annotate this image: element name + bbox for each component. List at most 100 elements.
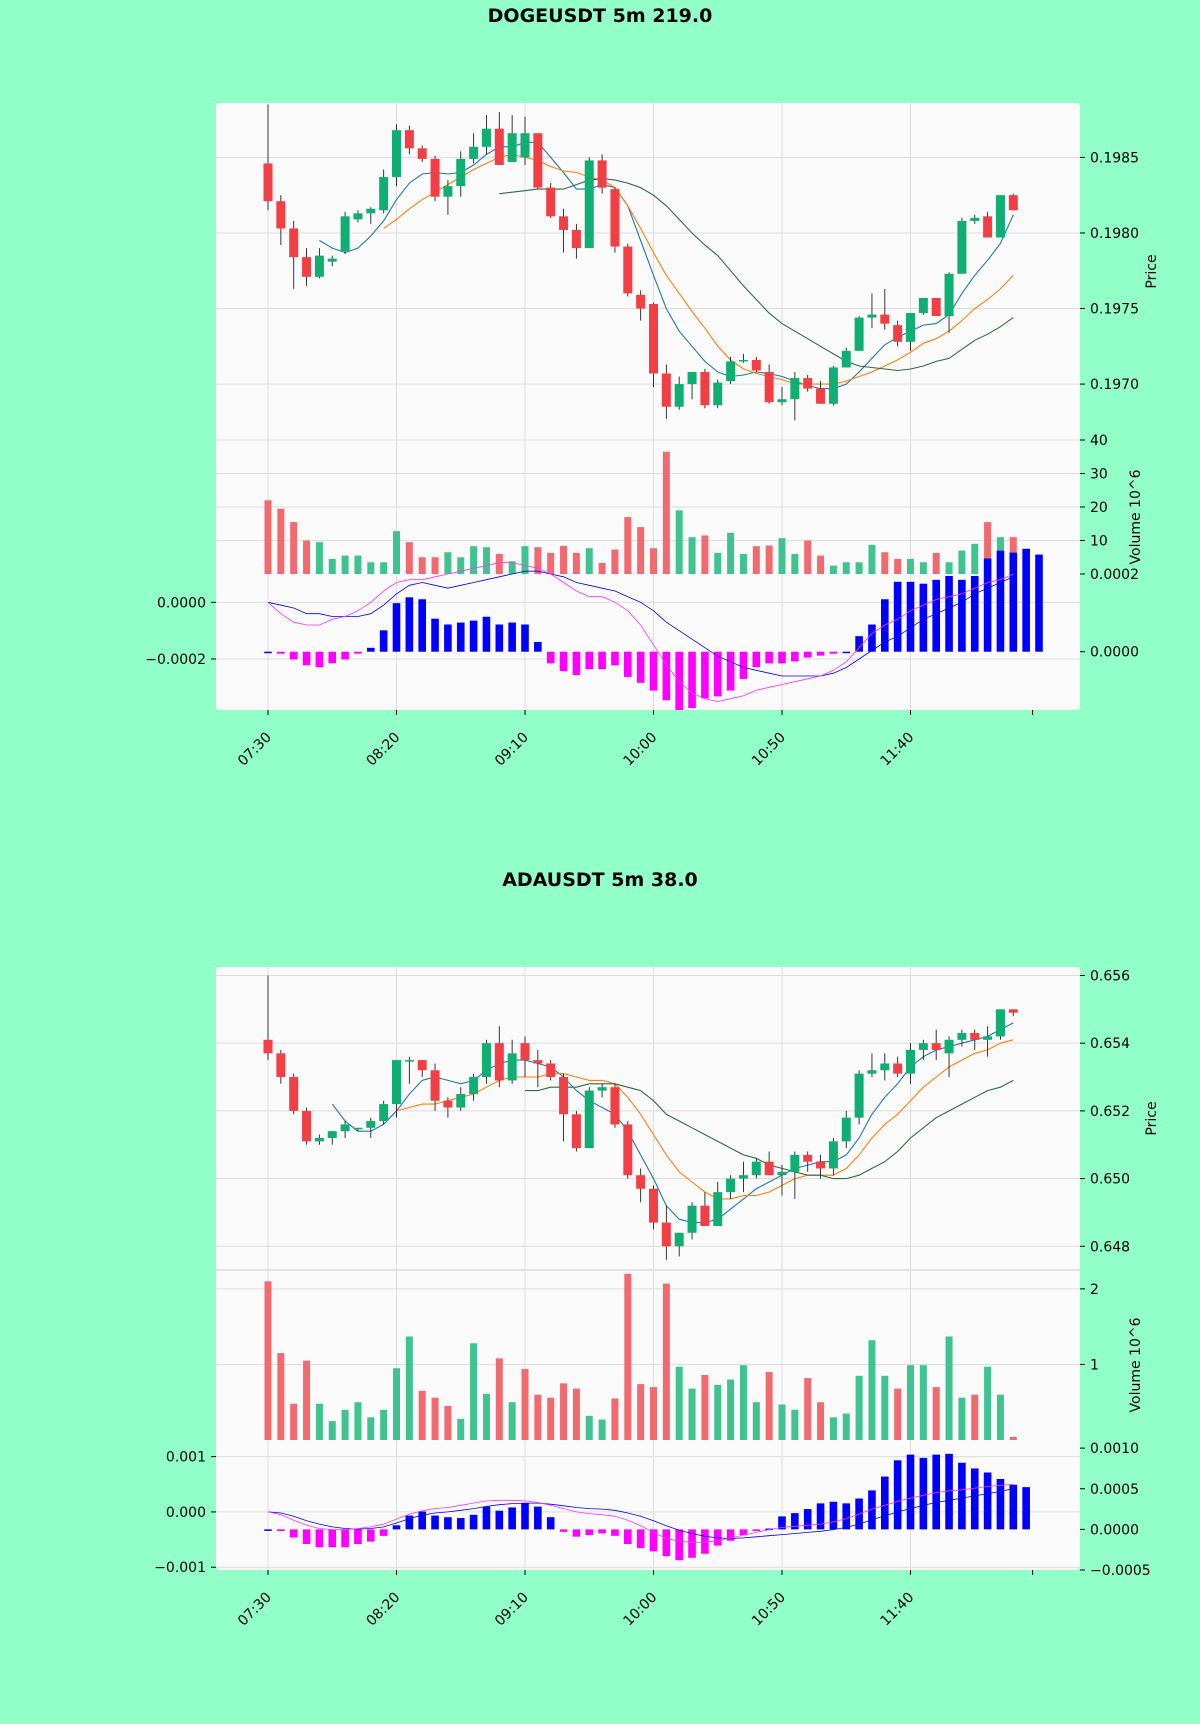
- macd-hist-bar: [855, 636, 863, 652]
- candle-body: [674, 1232, 684, 1247]
- volume-bar: [341, 555, 349, 574]
- candle-body: [726, 361, 736, 382]
- volume-bar: [495, 553, 503, 574]
- candle-body: [713, 1192, 723, 1226]
- price-axis-label: Price: [1144, 1101, 1160, 1135]
- volume-bar: [547, 552, 555, 574]
- candle-body: [263, 1039, 273, 1054]
- candle-body: [893, 325, 903, 342]
- macd-hist-bar: [495, 1510, 504, 1530]
- candle-body: [649, 303, 658, 374]
- candle-body: [1008, 1009, 1018, 1013]
- volume-bar: [714, 1384, 722, 1440]
- volume-bar: [328, 1421, 336, 1440]
- macd-hist-bar: [932, 579, 940, 652]
- volume-bar: [418, 557, 426, 574]
- candle-body: [687, 1205, 697, 1233]
- candle-body: [687, 371, 697, 385]
- macd-hist-bar: [636, 651, 645, 683]
- candle-body: [469, 1077, 479, 1094]
- ma-short-line: [331, 1022, 1014, 1224]
- volume-bar: [984, 1366, 992, 1440]
- volume-bar: [624, 517, 632, 574]
- volume-bar: [277, 508, 285, 574]
- candle-body: [289, 1077, 299, 1111]
- volume-bar: [932, 1387, 940, 1440]
- candle-body: [289, 228, 299, 258]
- candle-body: [481, 128, 491, 147]
- volume-bar: [328, 558, 336, 574]
- volume-tick-label: 30: [1090, 467, 1108, 483]
- candle-body: [263, 163, 273, 202]
- volume-bar: [405, 542, 413, 574]
- candle-body: [790, 1154, 800, 1172]
- macd-hist-bar: [1022, 548, 1030, 652]
- price-tick-label: 0.654: [1090, 1036, 1130, 1052]
- volume-bar: [560, 1383, 568, 1440]
- macd-hist-bar: [778, 1516, 786, 1530]
- macd-tick-label: −0.0002: [145, 652, 206, 668]
- volume-bar: [855, 562, 863, 574]
- volume-bar: [650, 1387, 657, 1440]
- volume-bar: [804, 540, 812, 574]
- candle-body: [828, 1141, 838, 1169]
- volume-bar: [393, 531, 400, 574]
- volume-bar: [572, 552, 580, 574]
- candle-body: [738, 359, 748, 362]
- candle-body: [584, 160, 594, 249]
- macd-hist-bar: [919, 583, 928, 652]
- macd-hist-bar: [315, 1529, 324, 1548]
- macd-hist-bar: [534, 642, 542, 652]
- volume-bar: [534, 547, 542, 574]
- volume-bar: [765, 1372, 773, 1440]
- volume-bar: [971, 1394, 979, 1440]
- macd-hist-bar: [354, 651, 362, 654]
- price-tick-label: 0.650: [1090, 1172, 1130, 1188]
- volume-bar: [701, 535, 709, 574]
- macd-hist-bar: [1035, 554, 1043, 652]
- candle-body: [533, 1060, 543, 1064]
- macd-hist-bar: [495, 624, 504, 652]
- macd-hist-bar: [688, 651, 696, 709]
- macd-hist-bar: [958, 579, 966, 652]
- macd-hist-bar: [469, 620, 478, 652]
- macd-hist-bar: [726, 1529, 735, 1541]
- macd-hist-bar: [919, 1457, 928, 1530]
- macd-hist-bar: [264, 1529, 272, 1531]
- volume-bar: [752, 1402, 760, 1440]
- macd-hist-bar: [367, 647, 375, 652]
- macd-tick-label: 0.001: [166, 1450, 206, 1466]
- macd-hist-bar: [289, 1529, 298, 1538]
- volume-bar: [431, 1397, 439, 1440]
- candle-body: [751, 1161, 761, 1176]
- volume-bar: [829, 565, 837, 574]
- macd-hist-bar: [765, 651, 773, 664]
- macd-hist-bar: [469, 1514, 478, 1530]
- volume-bar: [675, 1366, 683, 1440]
- macd-hist-bar: [688, 1529, 696, 1558]
- candle-body: [700, 1205, 710, 1226]
- macd-hist-bar: [701, 1529, 709, 1554]
- volume-bar: [868, 1340, 876, 1440]
- macd-hist-bar: [868, 624, 876, 652]
- signal-line: [267, 562, 1014, 702]
- macd-hist-bar: [341, 651, 349, 660]
- macd-hist-bar: [1009, 552, 1018, 652]
- macd-hist-bar: [649, 651, 658, 691]
- volume-bar: [842, 562, 850, 574]
- candle-body: [944, 273, 954, 317]
- candle-body: [764, 1161, 774, 1176]
- chart-title: ADAUSDT 5m 38.0: [502, 869, 698, 891]
- volume-bar: [919, 1365, 927, 1440]
- candle-body: [623, 246, 633, 294]
- volume-bar: [637, 1384, 645, 1440]
- macd-line: [267, 570, 1014, 677]
- signal-line: [267, 1483, 1014, 1543]
- volume-bar: [662, 1283, 670, 1440]
- candle-body: [392, 130, 401, 178]
- volume-bar: [367, 562, 375, 574]
- candle-body: [520, 133, 530, 158]
- volume-bar: [431, 557, 439, 574]
- macd-hist-bar: [752, 1529, 761, 1531]
